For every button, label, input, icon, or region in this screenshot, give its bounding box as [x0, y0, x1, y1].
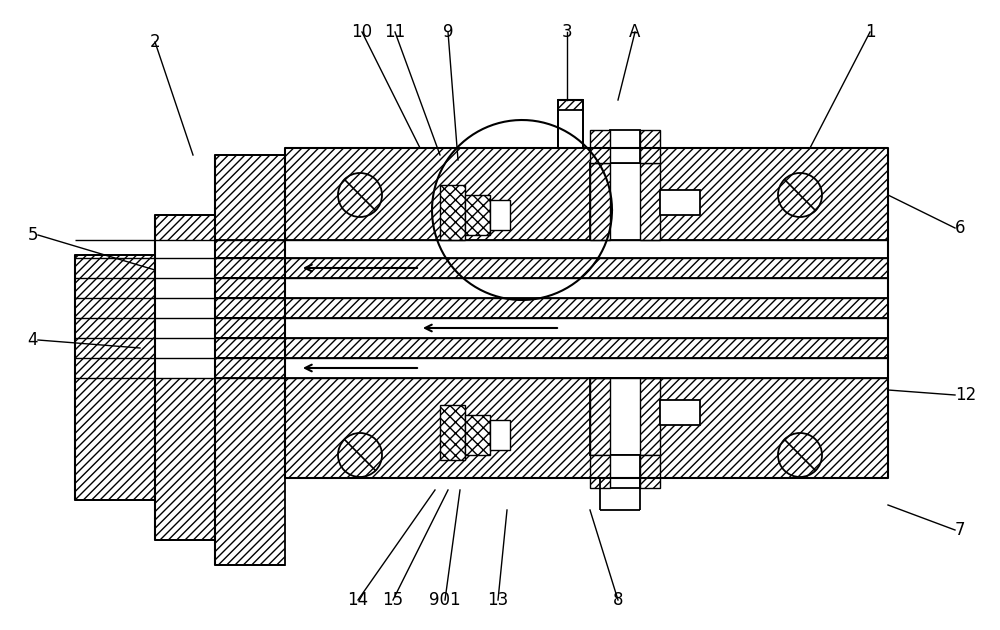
Bar [660, 190, 700, 215]
Bar [215, 298, 285, 318]
Bar [285, 258, 888, 278]
Bar [215, 155, 285, 565]
Text: 11: 11 [384, 23, 406, 41]
Bar [590, 455, 610, 488]
Bar [155, 278, 215, 298]
Bar [640, 130, 660, 163]
Bar [610, 130, 640, 163]
Bar [490, 200, 510, 230]
Text: 7: 7 [955, 521, 966, 539]
Bar [590, 378, 660, 455]
Bar [640, 163, 660, 240]
Bar [465, 415, 490, 455]
Bar [285, 378, 888, 478]
Text: 901: 901 [429, 591, 461, 609]
Text: 12: 12 [955, 386, 976, 404]
Text: 5: 5 [28, 226, 38, 244]
Bar [610, 455, 640, 488]
Bar [155, 358, 215, 378]
Bar [640, 455, 660, 488]
Text: 14: 14 [347, 591, 369, 609]
Text: 13: 13 [487, 591, 509, 609]
Bar [215, 240, 285, 258]
Bar [285, 148, 888, 240]
Bar [215, 258, 285, 278]
Bar [558, 100, 583, 110]
Bar [285, 240, 888, 258]
Bar [215, 338, 285, 358]
Bar [155, 338, 215, 358]
Bar [285, 318, 888, 338]
Text: 6: 6 [955, 219, 966, 237]
Bar [590, 130, 610, 163]
Text: 8: 8 [613, 591, 623, 609]
Bar [490, 420, 510, 450]
Bar [75, 255, 155, 500]
Bar [285, 338, 888, 358]
Bar [590, 163, 610, 240]
Bar [285, 298, 888, 318]
Bar [590, 378, 610, 455]
Bar [285, 358, 888, 378]
Text: A: A [629, 23, 641, 41]
Bar [660, 400, 700, 425]
Bar [590, 163, 660, 240]
Bar [155, 240, 215, 258]
Text: 2: 2 [150, 33, 160, 51]
Bar [155, 298, 215, 318]
Bar [155, 215, 215, 540]
Bar [558, 100, 583, 148]
Text: 15: 15 [382, 591, 404, 609]
Bar [440, 185, 465, 240]
Bar [215, 278, 285, 298]
Text: 9: 9 [443, 23, 453, 41]
Text: 10: 10 [351, 23, 373, 41]
Bar [285, 278, 888, 298]
Bar [155, 318, 215, 338]
Text: 4: 4 [28, 331, 38, 349]
Text: 1: 1 [865, 23, 875, 41]
Bar [440, 405, 465, 460]
Bar [155, 258, 215, 278]
Bar [465, 195, 490, 235]
Bar [215, 358, 285, 378]
Text: 3: 3 [562, 23, 572, 41]
Bar [215, 318, 285, 338]
Bar [640, 378, 660, 455]
